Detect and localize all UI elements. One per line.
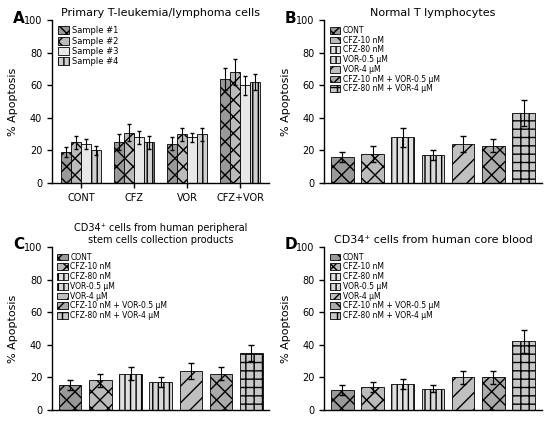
Bar [240,86,250,183]
Legend: CONT, CFZ-10 nM, CFZ-80 nM, VOR-0.5 μM, VOR-4 μM, CFZ-10 nM + VOR-0.5 μM, CFZ-80: CONT, CFZ-10 nM, CFZ-80 nM, VOR-0.5 μM, … [328,24,441,95]
Bar [124,133,134,183]
Bar [61,152,71,183]
Text: A: A [13,11,25,26]
Bar [512,113,535,183]
Y-axis label: % Apoptosis: % Apoptosis [8,67,18,136]
Bar [250,82,261,183]
Bar [452,144,475,183]
Bar [220,79,230,183]
Bar [482,377,505,410]
Bar [167,144,177,183]
Text: C: C [13,237,24,253]
Bar [392,384,414,410]
Y-axis label: % Apoptosis: % Apoptosis [280,67,290,136]
Bar [180,371,202,410]
Bar [59,385,81,410]
Bar [114,142,124,183]
Bar [482,145,505,183]
Bar [150,382,172,410]
Legend: CONT, CFZ-10 nM, CFZ-80 nM, VOR-0.5 μM, VOR-4 μM, CFZ-10 nM + VOR-0.5 μM, CFZ-80: CONT, CFZ-10 nM, CFZ-80 nM, VOR-0.5 μM, … [56,251,169,322]
Title: CD34⁺ cells from human core blood: CD34⁺ cells from human core blood [333,235,532,245]
Bar [81,144,91,183]
Y-axis label: % Apoptosis: % Apoptosis [8,294,18,363]
Bar [240,353,263,410]
Bar [230,73,240,183]
Legend: CONT, CFZ-10 nM, CFZ-80 nM, VOR-0.5 μM, VOR-4 μM, CFZ-10 nM + VOR-0.5 μM, CFZ-80: CONT, CFZ-10 nM, CFZ-80 nM, VOR-0.5 μM, … [328,251,441,322]
Bar [361,153,384,183]
Bar [177,134,187,183]
Bar [512,341,535,410]
Bar [197,134,207,183]
Title: Primary T-leukemia/lymphoma cells: Primary T-leukemia/lymphoma cells [61,8,260,18]
Bar [422,155,444,183]
Bar [331,157,354,183]
Bar [134,137,144,183]
Bar [71,142,81,183]
Bar [210,374,233,410]
Bar [144,142,155,183]
Bar [392,137,414,183]
Bar [91,151,101,183]
Legend: Sample #1, Sample #2, Sample #3, Sample #4: Sample #1, Sample #2, Sample #3, Sample … [56,25,120,68]
Bar [89,380,112,410]
Bar [331,390,354,410]
Y-axis label: % Apoptosis: % Apoptosis [280,294,290,363]
Bar [187,137,197,183]
Text: D: D [285,237,298,253]
Title: CD34⁺ cells from human peripheral
stem cells collection products: CD34⁺ cells from human peripheral stem c… [74,223,248,245]
Bar [361,387,384,410]
Bar [452,377,475,410]
Bar [422,388,444,410]
Text: B: B [285,11,296,26]
Bar [119,374,142,410]
Title: Normal T lymphocytes: Normal T lymphocytes [370,8,496,18]
